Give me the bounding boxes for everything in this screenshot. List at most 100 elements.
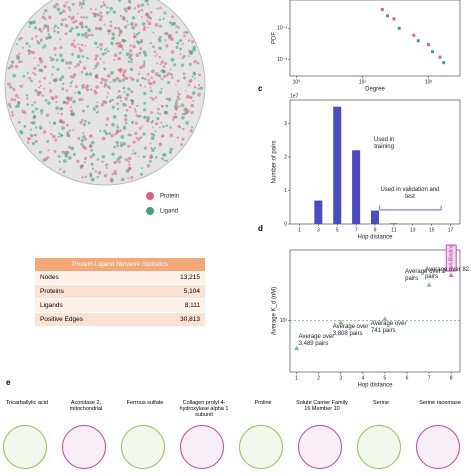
network-node — [79, 120, 83, 124]
network-node — [34, 35, 38, 38]
bar — [389, 223, 398, 224]
network-node — [156, 117, 160, 121]
network-node — [111, 32, 115, 36]
table-cell: Ligands — [35, 298, 144, 313]
network-node — [94, 57, 98, 61]
network-node — [111, 105, 115, 109]
network-node — [144, 85, 147, 88]
network-node — [170, 57, 175, 62]
network-node — [158, 46, 162, 50]
network-node — [111, 122, 115, 127]
network-node — [121, 15, 126, 20]
network-node — [108, 87, 111, 90]
network-node — [179, 47, 183, 51]
network-node — [111, 152, 115, 156]
network-node — [115, 140, 119, 145]
network-node — [34, 126, 38, 129]
network-node — [157, 74, 162, 78]
network-node — [82, 132, 85, 135]
network-node — [149, 86, 152, 89]
network-node — [59, 11, 63, 15]
network-node — [42, 27, 45, 30]
y-tick-label: 1 — [284, 188, 287, 194]
network-node — [190, 103, 194, 108]
network-node — [82, 109, 85, 112]
network-node — [38, 150, 42, 154]
network-node — [149, 89, 153, 93]
network-node — [78, 99, 81, 102]
network-node — [131, 25, 136, 30]
legend-label: Ligand — [160, 209, 178, 215]
network-node — [160, 104, 164, 108]
network-node — [190, 110, 194, 115]
network-node — [9, 64, 14, 69]
network-node — [187, 39, 191, 42]
network-node — [29, 133, 34, 138]
network-node — [53, 29, 56, 33]
network-node — [68, 129, 72, 132]
network-node — [124, 158, 129, 162]
table-title: Protein-Ligand Network Statistics — [35, 258, 205, 271]
table-cell: Nodes — [35, 271, 144, 285]
network-node — [85, 72, 89, 76]
network-node — [54, 77, 58, 82]
network-node — [84, 119, 87, 123]
point — [442, 61, 446, 65]
network-node — [142, 155, 146, 159]
table-row: Nodes 13,215 — [35, 271, 205, 285]
network-node — [71, 112, 76, 117]
network-node — [86, 56, 89, 59]
item-circle — [239, 425, 283, 469]
network-node — [102, 67, 106, 70]
x-tick-label: 10² — [425, 79, 433, 85]
network-node — [136, 40, 139, 43]
network-node — [153, 147, 157, 150]
table-cell: 5,104 — [143, 284, 205, 299]
network-node — [130, 24, 133, 27]
network-node — [58, 160, 61, 163]
network-node — [106, 74, 111, 78]
network-node — [80, 84, 83, 87]
network-node — [193, 59, 197, 64]
item-circle — [298, 425, 342, 469]
network-node — [116, 124, 119, 127]
network-node — [110, 41, 114, 46]
network-node — [44, 18, 47, 21]
legend-label: Protein — [160, 194, 179, 200]
network-node — [68, 29, 72, 33]
network-node — [61, 150, 65, 154]
network-node — [55, 58, 59, 62]
network-node — [57, 155, 61, 158]
network-node — [171, 118, 175, 122]
network-node — [124, 97, 128, 101]
network-node — [18, 84, 21, 87]
network-node — [154, 72, 159, 77]
network-node — [148, 159, 152, 163]
network-node — [158, 18, 162, 21]
network-node — [38, 57, 43, 61]
network-node — [91, 12, 95, 15]
network-node — [10, 98, 14, 101]
network-node — [80, 138, 84, 143]
network-node — [28, 76, 32, 80]
network-node — [74, 19, 78, 23]
network-node — [89, 7, 93, 11]
network-node — [18, 52, 21, 55]
network-node — [185, 108, 188, 111]
network-node — [91, 167, 95, 170]
network-node — [81, 118, 84, 122]
network-node — [180, 103, 185, 108]
network-node — [104, 48, 107, 52]
network-node — [9, 85, 13, 89]
network-node — [83, 161, 86, 164]
x-tick-label: 3 — [317, 227, 320, 233]
network-node — [103, 85, 106, 88]
table-cell: Proteins — [35, 284, 144, 299]
network-node — [152, 31, 155, 34]
network-node — [143, 62, 146, 65]
network-node — [160, 87, 163, 90]
network-node — [46, 156, 50, 159]
network-node — [42, 12, 45, 15]
network-node — [131, 68, 134, 71]
network-node — [38, 68, 42, 72]
